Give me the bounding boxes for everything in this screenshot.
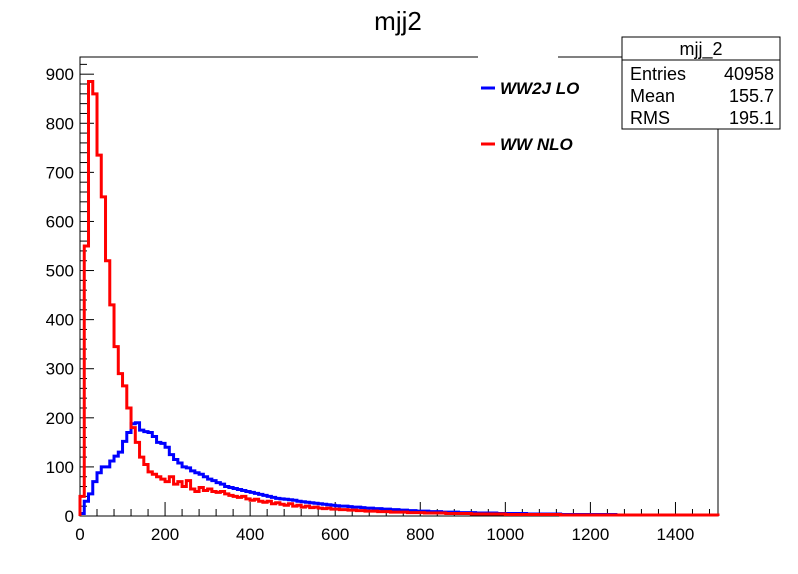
legend-box — [478, 50, 558, 64]
y-tick-label: 800 — [46, 114, 74, 133]
x-tick-label: 200 — [151, 525, 179, 544]
legend-entry: WW NLO — [481, 135, 573, 154]
legend-label-ww-nlo: WW NLO — [500, 135, 573, 154]
chart-title: mjj2 — [374, 6, 422, 36]
x-tick-label: 600 — [321, 525, 349, 544]
y-tick-label: 700 — [46, 163, 74, 182]
x-tick-label: 800 — [406, 525, 434, 544]
x-tick-label: 400 — [236, 525, 264, 544]
y-tick-label: 200 — [46, 409, 74, 428]
x-tick-label: 1400 — [657, 525, 695, 544]
y-tick-label: 900 — [46, 65, 74, 84]
y-tick-label: 400 — [46, 311, 74, 330]
stats-box: mjj_2 Entries 40958 Mean 155.7 RMS 195.1 — [621, 36, 781, 130]
stats-label-entries: Entries — [630, 64, 686, 84]
x-tick-label: 1200 — [571, 525, 609, 544]
legend-entry: WW2J LO — [481, 79, 579, 98]
series-line-ww-nlo — [78, 80, 720, 517]
y-tick-label: 500 — [46, 262, 74, 281]
y-tick-label: 0 — [65, 507, 74, 526]
stats-value-rms: 195.1 — [729, 108, 774, 128]
stats-label-mean: Mean — [630, 86, 675, 106]
x-axis: 0 200 400 600 800 1000 1200 1400 — [75, 502, 710, 544]
stats-box-title: mjj_2 — [679, 39, 722, 60]
y-tick-label: 100 — [46, 458, 74, 477]
y-tick-label: 600 — [46, 212, 74, 231]
x-tick-label: 0 — [75, 525, 84, 544]
series-layer — [78, 80, 720, 517]
y-tick-label: 300 — [46, 360, 74, 379]
legend-label-ww2j-lo: WW2J LO — [500, 79, 579, 98]
stats-value-mean: 155.7 — [729, 86, 774, 106]
x-tick-label: 1000 — [486, 525, 524, 544]
stats-value-entries: 40958 — [724, 64, 774, 84]
y-axis: 0 100 200 300 400 500 600 700 800 900 — [46, 63, 94, 526]
plot-frame — [79, 56, 719, 517]
legend: WW2J LO WW NLO — [481, 79, 579, 154]
stats-box-frame — [621, 36, 781, 130]
stats-label-rms: RMS — [630, 108, 670, 128]
